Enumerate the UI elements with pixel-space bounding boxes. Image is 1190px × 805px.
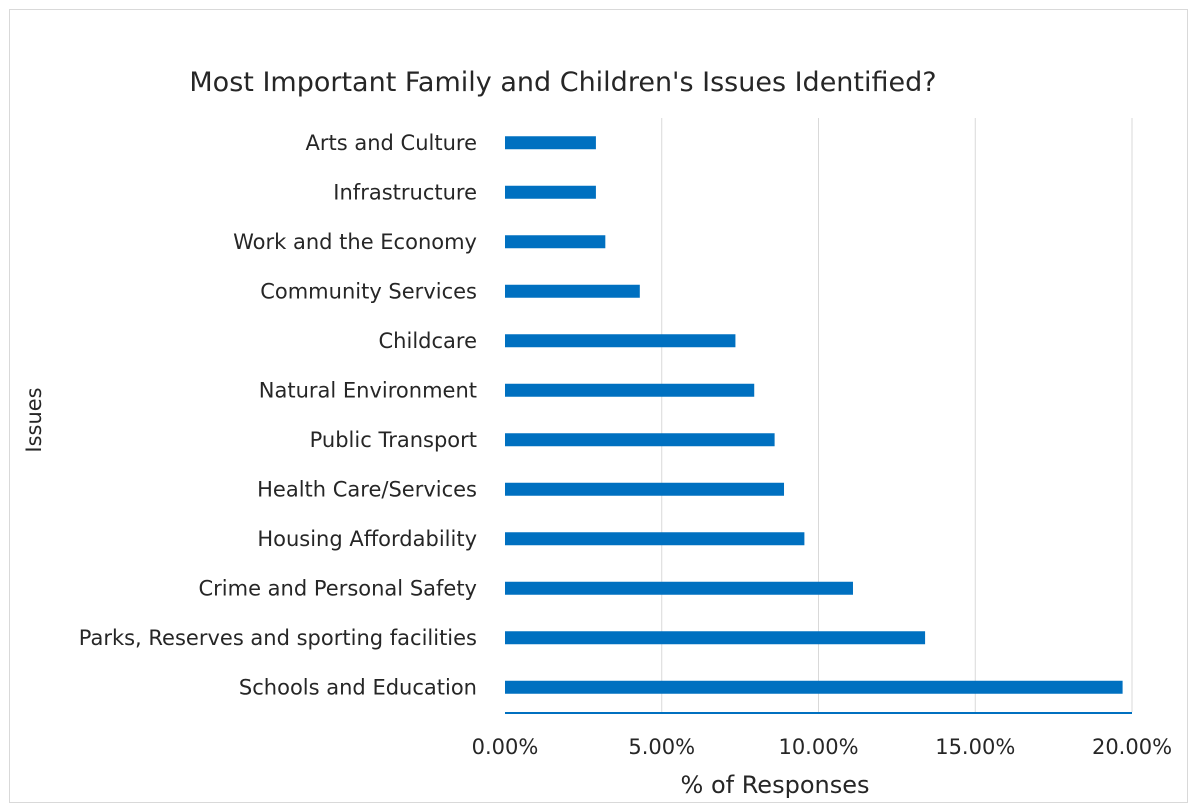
- category-label: Childcare: [379, 329, 477, 353]
- category-label: Health Care/Services: [257, 477, 477, 501]
- bar: [505, 235, 606, 249]
- bar: [505, 185, 596, 199]
- bar: [505, 383, 755, 397]
- bar: [505, 532, 805, 546]
- x-tick-label: 5.00%: [628, 735, 695, 759]
- x-tick-label: 0.00%: [472, 735, 539, 759]
- x-axis-title: % of Responses: [681, 771, 870, 799]
- bar: [505, 482, 785, 496]
- category-label: Parks, Reserves and sporting facilities: [79, 626, 477, 650]
- category-label: Natural Environment: [259, 378, 477, 402]
- chart-title: Most Important Family and Children's Iss…: [189, 67, 936, 98]
- gridlines: [661, 118, 1133, 712]
- bar: [505, 581, 853, 595]
- x-tick-label: 15.00%: [935, 735, 1015, 759]
- bar: [505, 136, 596, 150]
- x-tick-label: 20.00%: [1092, 735, 1172, 759]
- category-labels: Schools and Education Parks, Reserves and…: [79, 131, 477, 700]
- bar: [505, 334, 736, 348]
- bar: [505, 284, 640, 298]
- x-tick-labels: 0.00% 5.00% 10.00% 15.00% 20.00%: [472, 735, 1172, 759]
- bar: [505, 433, 775, 447]
- category-label: Infrastructure: [333, 180, 477, 204]
- category-label: Crime and Personal Safety: [199, 576, 478, 600]
- category-label: Schools and Education: [239, 675, 477, 699]
- category-label: Public Transport: [310, 428, 477, 452]
- chart-frame: [9, 9, 1188, 803]
- category-label: Housing Affordability: [257, 527, 477, 551]
- category-label: Community Services: [260, 279, 477, 303]
- bar: [505, 631, 926, 645]
- bars: [505, 136, 1123, 694]
- category-label: Work and the Economy: [233, 230, 477, 254]
- category-label: Arts and Culture: [306, 131, 477, 155]
- bar: [505, 680, 1123, 694]
- y-axis-title: Issues: [22, 387, 46, 452]
- x-tick-label: 10.00%: [778, 735, 858, 759]
